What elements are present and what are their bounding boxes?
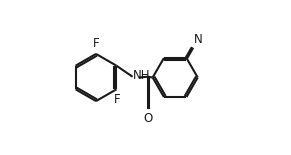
Text: NH: NH bbox=[133, 69, 151, 82]
Text: F: F bbox=[93, 37, 99, 50]
Text: F: F bbox=[114, 93, 120, 106]
Text: N: N bbox=[194, 33, 203, 46]
Text: O: O bbox=[143, 112, 152, 125]
